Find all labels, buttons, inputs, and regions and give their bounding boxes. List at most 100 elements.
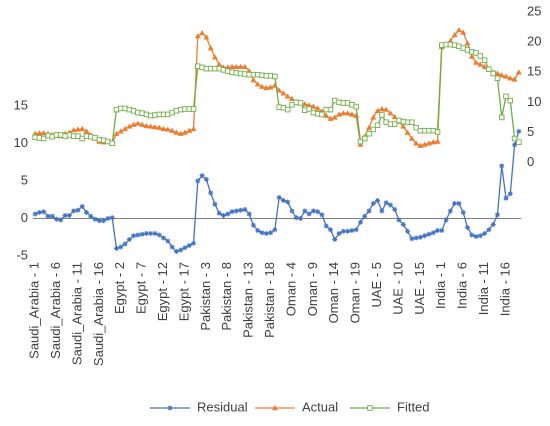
point (268, 230, 274, 236)
point (83, 128, 90, 134)
point (357, 219, 363, 225)
point (45, 213, 51, 219)
point (362, 213, 368, 219)
point (396, 217, 402, 223)
point (79, 125, 86, 132)
point (319, 212, 325, 218)
y2-tick-label: 25 (527, 3, 541, 18)
point (54, 216, 60, 222)
point (84, 209, 90, 215)
point (379, 208, 385, 214)
point (477, 61, 484, 67)
point (280, 197, 286, 203)
point (241, 63, 248, 70)
point (357, 138, 364, 145)
point (331, 114, 338, 120)
y2-tick-label: 5 (527, 124, 534, 139)
point (254, 81, 261, 87)
x-tick-label: Egypt - 2 (112, 262, 127, 314)
point (147, 123, 154, 129)
point (203, 34, 210, 40)
point (417, 234, 423, 240)
point (400, 221, 406, 227)
point (430, 230, 436, 236)
point (32, 211, 38, 217)
point (298, 215, 304, 221)
point (173, 129, 180, 135)
point (195, 178, 201, 184)
point (285, 199, 291, 205)
x-tick-label: Saudi_Arabia - 6 (48, 262, 63, 359)
point (515, 69, 522, 75)
y2-tick-label: 0 (527, 154, 534, 169)
y2-tick-label: 15 (527, 64, 541, 79)
point (173, 248, 179, 254)
series-line (35, 43, 520, 145)
point (391, 113, 398, 120)
point (477, 233, 483, 239)
point (340, 110, 347, 116)
point (131, 233, 137, 239)
y-tick-label: 10 (14, 135, 28, 150)
point (434, 129, 441, 135)
x-tick-label: Egypt - 7 (134, 262, 149, 314)
x-tick-label: Saudi_Arabia - 16 (91, 262, 106, 366)
point (516, 128, 522, 134)
point (143, 230, 149, 236)
point (374, 107, 381, 114)
point (233, 63, 240, 70)
point (40, 130, 47, 136)
point (96, 218, 102, 224)
point (413, 140, 420, 146)
point (135, 232, 141, 238)
point (301, 101, 308, 107)
x-tick-label: UAE - 10 (390, 262, 405, 315)
point (297, 100, 304, 106)
point (190, 106, 197, 112)
point (511, 135, 518, 142)
point (288, 95, 295, 101)
point (169, 244, 175, 250)
series-line (34, 131, 520, 253)
point (216, 210, 222, 216)
x-tick-label: Pakistan - 8 (219, 262, 234, 331)
x-tick-label: Oman - 19 (348, 262, 363, 323)
point (267, 84, 274, 90)
point (404, 129, 411, 135)
point (122, 241, 128, 247)
point (447, 208, 453, 214)
point (370, 200, 376, 206)
point (409, 236, 415, 242)
point (349, 227, 355, 233)
point (66, 212, 72, 218)
point (250, 222, 256, 228)
point (71, 208, 77, 214)
point (477, 53, 484, 59)
point (422, 233, 428, 239)
legend-marker (167, 405, 173, 411)
point (430, 139, 437, 145)
point (109, 215, 115, 221)
x-tick-label: Pakistan - 3 (198, 262, 213, 331)
point (366, 208, 372, 214)
point (156, 124, 163, 130)
x-tick-label: UAE - 15 (412, 262, 427, 315)
point (263, 230, 269, 236)
legend-label: Fitted (397, 399, 430, 414)
y-tick-label: 0 (21, 210, 28, 225)
point (498, 114, 505, 121)
point (284, 106, 291, 113)
point (336, 230, 342, 236)
point (118, 244, 124, 250)
point (383, 106, 390, 112)
point (405, 228, 411, 234)
point (233, 208, 239, 214)
point (246, 211, 252, 217)
point (220, 212, 226, 218)
point (182, 245, 188, 251)
point (511, 76, 518, 82)
point (216, 61, 223, 67)
x-tick-label: UAE - 5 (369, 262, 384, 308)
point (327, 106, 334, 113)
